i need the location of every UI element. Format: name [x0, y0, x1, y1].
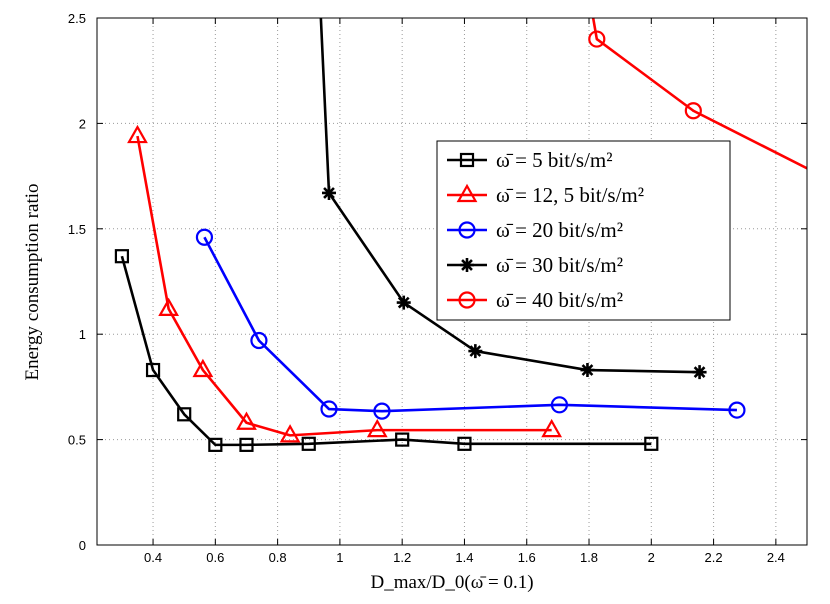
series-5 — [588, 30, 702, 120]
data-point-marker — [728, 401, 746, 419]
series-line — [120, 255, 652, 447]
ticks: 0.4 0.6 0.8 1 1.2 1.4 1.6 1.8 2 2.2 2.4 0 0.5 1 1.5 2 2.… — [68, 11, 807, 565]
legend-marker — [458, 221, 476, 239]
legend-label: ω̄ = 12, 5 bit/s/m² — [496, 183, 644, 207]
series-layer — [114, 18, 807, 452]
legend-marker — [460, 258, 474, 272]
series-line-extension — [692, 109, 807, 170]
data-point-marker — [236, 411, 257, 430]
legend-marker — [456, 183, 478, 203]
x-tick-label: 1 — [336, 550, 343, 565]
series-line-extension — [319, 18, 331, 195]
data-point-marker — [366, 418, 388, 438]
legend-label: ω̄ = 30 bit/s/m² — [496, 253, 623, 277]
y-tick-label: 2.5 — [68, 11, 86, 26]
x-tick-label: 1.4 — [455, 550, 473, 565]
y-tick-label: 0 — [79, 538, 86, 553]
data-point-marker — [279, 424, 301, 443]
legend-entry: ω̄ = 5 bit/s/m² — [447, 148, 613, 172]
y-tick-label: 2 — [79, 116, 86, 131]
data-point-marker — [644, 436, 659, 451]
x-tick-label: 2.4 — [767, 550, 785, 565]
data-point-marker — [692, 365, 707, 380]
legend-label: ω̄ = 40 bit/s/m² — [496, 288, 623, 312]
data-point-marker — [250, 331, 268, 350]
x-tick-label: 1.8 — [580, 550, 598, 565]
data-point-marker — [373, 402, 391, 420]
x-tick-label: 0.6 — [206, 550, 224, 565]
data-point-marker — [468, 344, 483, 359]
y-tick-label: 0.5 — [68, 433, 86, 448]
y-tick-label: 1.5 — [68, 222, 86, 237]
data-point-marker — [321, 185, 336, 200]
series-line — [203, 236, 737, 413]
data-point-marker — [684, 102, 702, 120]
data-point-marker — [208, 437, 223, 452]
legend-label: ω̄ = 20 bit/s/m² — [496, 218, 623, 242]
legend-entry: ω̄ = 12, 5 bit/s/m² — [447, 183, 644, 207]
data-point-marker — [192, 358, 214, 378]
data-point-marker — [301, 436, 316, 451]
data-point-marker — [320, 400, 338, 418]
series-3 — [195, 228, 746, 420]
data-point-marker — [177, 407, 192, 422]
series-2 — [127, 124, 563, 443]
legend-label: ω̄ = 5 bit/s/m² — [496, 148, 613, 172]
data-point-marker — [550, 396, 569, 414]
x-tick-label: 1.6 — [518, 550, 536, 565]
x-tick-label: 1.2 — [393, 550, 411, 565]
data-point-marker — [580, 363, 595, 378]
data-point-marker — [127, 124, 148, 144]
plot-frame — [96, 17, 808, 546]
series-line — [136, 135, 552, 437]
data-point-marker — [145, 362, 161, 378]
x-tick-label: 0.4 — [144, 550, 162, 565]
y-tick-label: 1 — [79, 327, 86, 342]
legend-entry: ω̄ = 30 bit/s/m² — [447, 253, 623, 277]
legend-marker — [459, 152, 475, 168]
data-point-marker — [457, 436, 472, 451]
legend: ω̄ = 5 bit/s/m² ω̄ = 12, 5 bit/s/m² ω̄ = 2… — [436, 140, 731, 321]
legend-marker — [458, 291, 476, 309]
data-point-marker — [158, 297, 180, 317]
x-tick-label: 0.8 — [269, 550, 287, 565]
series-1 — [114, 249, 659, 452]
legend-entry: ω̄ = 20 bit/s/m² — [447, 218, 623, 242]
data-point-marker — [395, 432, 410, 447]
data-point-marker — [541, 418, 563, 438]
series-line-extension — [591, 18, 599, 41]
x-tick-label: 2 — [648, 550, 655, 565]
data-point-marker — [195, 228, 214, 246]
data-point-marker — [396, 295, 411, 310]
data-point-marker — [239, 437, 254, 452]
data-point-marker — [588, 30, 606, 48]
data-point-marker — [114, 249, 130, 264]
legend-entry: ω̄ = 40 bit/s/m² — [447, 288, 623, 312]
x-tick-label: 2.2 — [705, 550, 723, 565]
series-4 — [321, 185, 707, 380]
y-axis-label: Energy consumption ratio — [22, 183, 43, 380]
series-line — [596, 38, 695, 112]
x-axis-label: D_max/D_0(ω̄ = 0.1) — [370, 572, 533, 593]
